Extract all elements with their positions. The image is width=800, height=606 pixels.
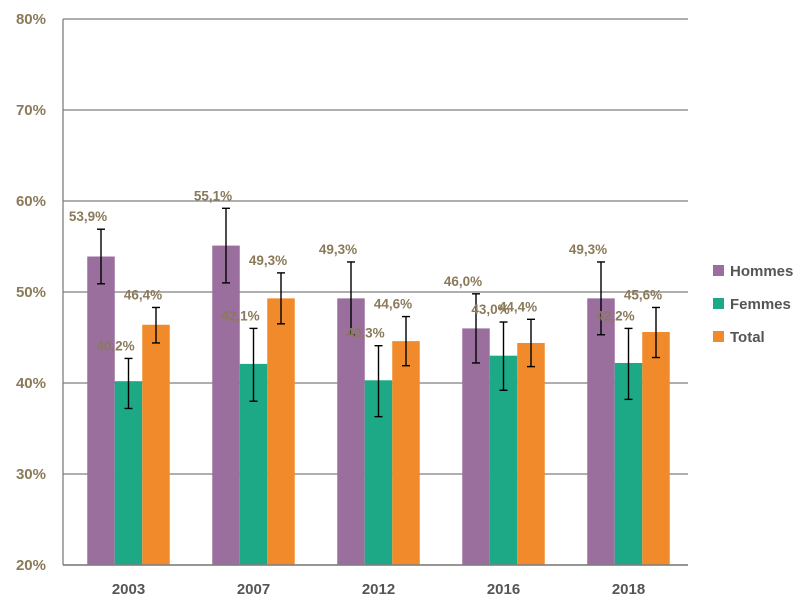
y-tick-label: 40%: [16, 375, 46, 392]
legend-label-hommes: Hommes: [730, 263, 793, 280]
y-tick-label: 60%: [16, 193, 46, 210]
bar-hommes-2007: [212, 245, 240, 565]
data-label: 45,6%: [624, 287, 662, 302]
legend-swatch-femmes: [713, 298, 724, 309]
bar-hommes-2018: [587, 298, 615, 565]
x-tick-label: 2003: [112, 581, 145, 598]
data-label: 46,0%: [444, 274, 482, 289]
data-label: 46,4%: [124, 287, 162, 302]
x-tick-label: 2018: [612, 581, 645, 598]
data-label: 42,2%: [596, 308, 634, 323]
data-label: 40,3%: [346, 326, 384, 341]
data-label: 42,1%: [221, 308, 259, 323]
bar-total-2018: [642, 332, 670, 565]
data-label: 44,6%: [374, 297, 412, 312]
bar-hommes-2016: [462, 328, 490, 565]
y-tick-label: 70%: [16, 102, 46, 119]
x-tick-label: 2007: [237, 581, 270, 598]
legend-label-femmes: Femmes: [730, 296, 791, 313]
bar-total-2016: [517, 342, 545, 565]
data-label: 49,3%: [319, 242, 357, 257]
data-label: 49,3%: [249, 253, 287, 268]
bar-total-2007: [267, 298, 295, 565]
x-tick-label: 2012: [362, 581, 395, 598]
legend-label-total: Total: [730, 329, 765, 346]
x-tick-label: 2016: [487, 581, 520, 598]
y-tick-label: 30%: [16, 466, 46, 483]
legend-swatch-total: [713, 331, 724, 342]
data-label: 49,3%: [569, 242, 607, 257]
y-tick-label: 20%: [16, 557, 46, 574]
data-label: 44,4%: [499, 299, 537, 314]
y-tick-label: 80%: [16, 11, 46, 28]
data-label: 55,1%: [194, 188, 232, 203]
bar-femmes-2003: [114, 381, 143, 565]
data-label: 40,2%: [96, 338, 134, 353]
bar-total-2012: [392, 341, 420, 565]
bar-total-2003: [142, 324, 170, 565]
bar-hommes-2012: [337, 298, 365, 565]
y-tick-label: 50%: [16, 284, 46, 301]
bar-hommes-2003: [87, 256, 115, 565]
legend-swatch-hommes: [713, 265, 724, 276]
data-label: 43,0%: [471, 302, 509, 317]
data-label: 53,9%: [69, 209, 107, 224]
